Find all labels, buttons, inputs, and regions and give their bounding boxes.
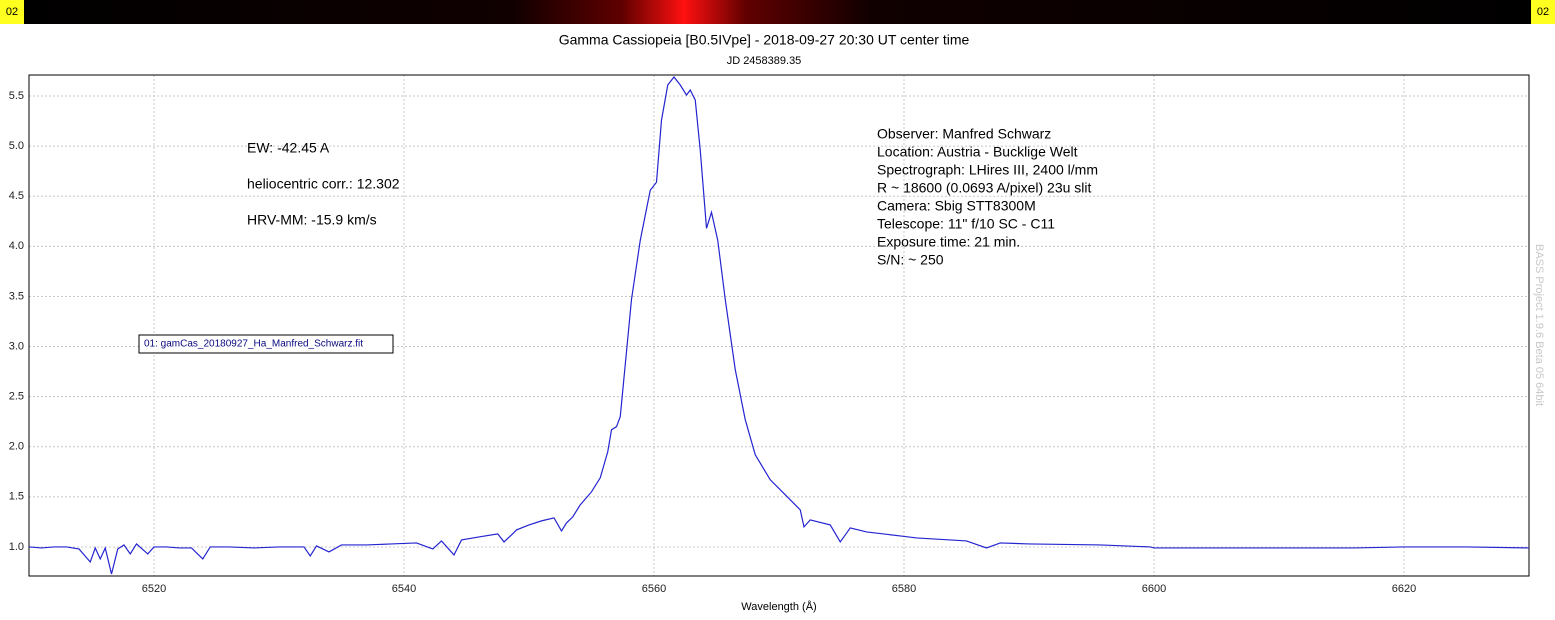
- annotation: Spectrograph: LHires III, 2400 l/mm: [877, 162, 1098, 178]
- strip-label: 02: [6, 6, 18, 18]
- chart-title: Gamma Cassiopeia [B0.5IVpe] - 2018-09-27…: [559, 32, 970, 48]
- x-tick-label: 6580: [892, 583, 916, 595]
- spectrum-line: [28, 76, 1530, 575]
- x-tick-label: 6540: [392, 583, 416, 595]
- annotation: EW: -42.45 A: [247, 140, 330, 156]
- legend-entry: 01: gamCas_20180927_Ha_Manfred_Schwarz.f…: [144, 339, 363, 350]
- annotation: Location: Austria - Bucklige Welt: [877, 144, 1078, 160]
- y-tick-label: 2.0: [9, 441, 24, 453]
- x-tick-label: 6560: [642, 583, 666, 595]
- chart-subtitle: JD 2458389.35: [727, 55, 802, 67]
- x-tick-label: 6620: [1392, 583, 1416, 595]
- y-tick-label: 3.0: [9, 340, 24, 352]
- annotation: HRV-MM: -15.9 km/s: [247, 212, 377, 228]
- x-tick-label: 6600: [1142, 583, 1166, 595]
- strip-marker: [1531, 0, 1555, 24]
- annotation: heliocentric corr.: 12.302: [247, 176, 400, 192]
- y-tick-label: 2.5: [9, 391, 24, 403]
- spectrum-strip: [0, 0, 1555, 24]
- watermark: BASS Project 1.9.6 Beta 05 64bit: [1533, 244, 1545, 406]
- y-tick-label: 4.0: [9, 240, 24, 252]
- y-tick-label: 5.0: [9, 140, 24, 152]
- strip-label: 02: [1537, 6, 1549, 18]
- annotation: Observer: Manfred Schwarz: [877, 126, 1051, 142]
- annotation: Telescope: 11" f/10 SC - C11: [877, 216, 1055, 232]
- plot-frame: [28, 74, 1530, 577]
- annotation: Camera: Sbig STT8300M: [877, 198, 1036, 214]
- y-tick-label: 5.5: [9, 90, 24, 102]
- y-tick-label: 4.5: [9, 190, 24, 202]
- annotation: R ~ 18600 (0.0693 A/pixel) 23u slit: [877, 180, 1092, 196]
- annotation: Exposure time: 21 min.: [877, 234, 1020, 250]
- y-tick-label: 3.5: [9, 290, 24, 302]
- x-axis-label: Wavelength (Å): [741, 600, 816, 613]
- y-tick-label: 1.5: [9, 491, 24, 503]
- legend-box: [138, 334, 394, 354]
- annotation: S/N: ~ 250: [877, 252, 944, 268]
- x-tick-label: 6520: [142, 583, 166, 595]
- strip-marker: [0, 0, 24, 24]
- y-tick-label: 1.0: [9, 541, 24, 553]
